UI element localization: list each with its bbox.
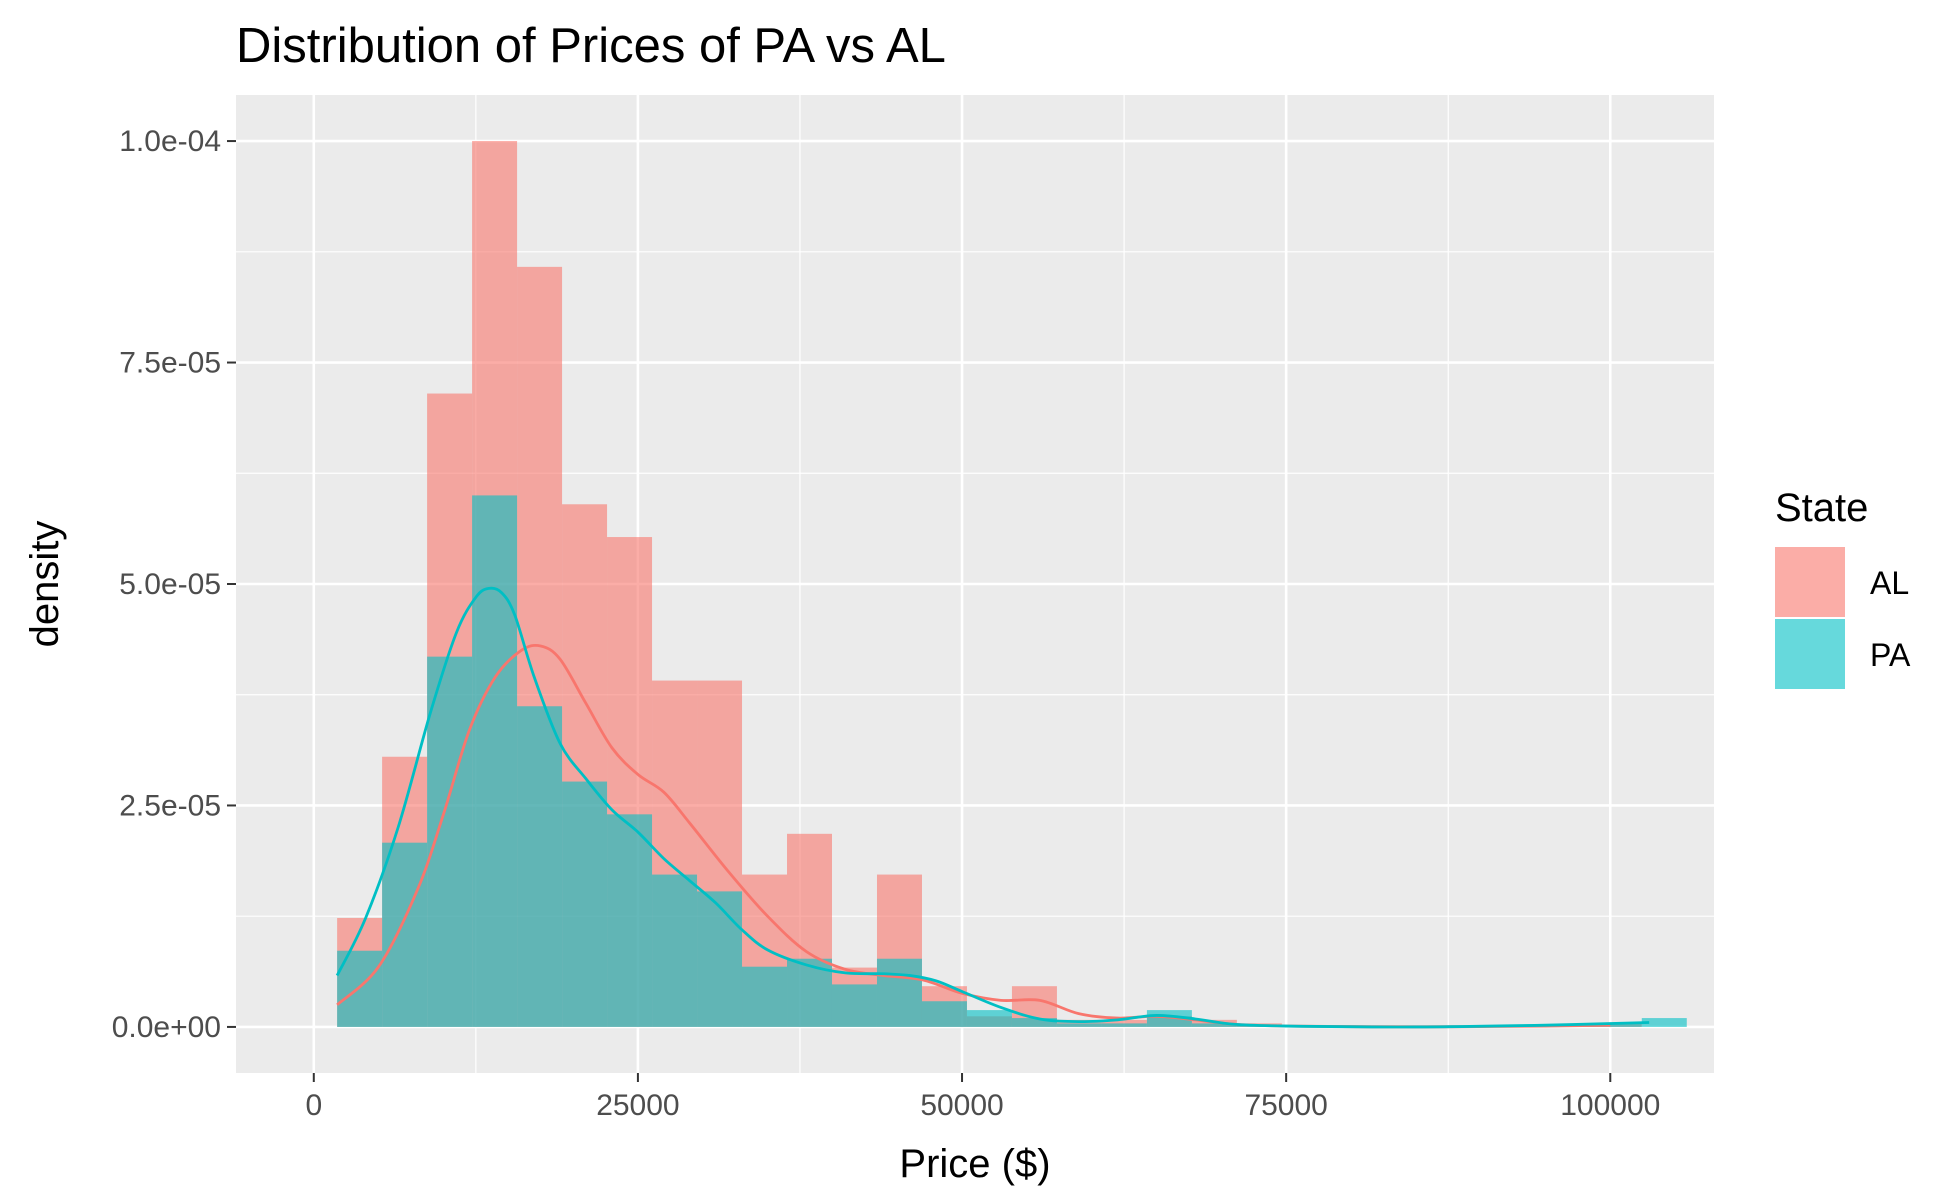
legend: State AL PA [1775,486,1911,689]
bar-pa [742,966,788,1027]
bar-pa [1191,1023,1237,1027]
x-axis-title: Price ($) [899,1142,1050,1186]
legend-key-pa [1775,619,1845,689]
bar-pa [652,874,698,1027]
bar-pa [966,1010,1012,1027]
x-tick-label: 25000 [596,1089,679,1122]
chart-title: Distribution of Prices of PA vs AL [236,19,946,73]
x-tick-label: 50000 [920,1089,1003,1122]
legend-title: State [1775,486,1868,530]
bar-pa [1056,1023,1102,1027]
x-tick-label: 75000 [1244,1089,1327,1122]
bar-pa [697,891,743,1027]
x-axis: 0 25000 50000 75000 100000 [305,1073,1660,1122]
bar-pa [831,984,877,1027]
y-axis-title: density [23,521,67,648]
bar-pa [472,495,518,1027]
bar-pa [1641,1018,1687,1027]
bar-pa [382,842,428,1027]
bar-pa [876,958,922,1027]
bar-pa [1101,1023,1147,1027]
legend-label-al: AL [1870,565,1909,601]
legend-label-pa: PA [1870,637,1911,673]
bar-pa [1011,1018,1057,1027]
y-tick-label: 0.0e+00 [112,1011,221,1044]
y-tick-label: 7.5e-05 [119,347,221,380]
x-tick-label: 0 [305,1089,322,1122]
density-lines [335,586,1650,1029]
density-line-pa [335,586,1650,1029]
bar-pa [517,706,563,1027]
bar-pa [607,814,653,1027]
y-tick-label: 5.0e-05 [119,568,221,601]
y-tick-label: 1.0e-04 [119,125,221,158]
bar-pa [921,1001,967,1027]
bar-pa [562,781,608,1027]
y-axis: 0.0e+00 2.5e-05 5.0e-05 7.5e-05 1.0e-04 [112,125,236,1044]
bar-pa [1596,1023,1642,1027]
x-tick-label: 100000 [1560,1089,1660,1122]
y-tick-label: 2.5e-05 [119,789,221,822]
legend-key-al [1775,547,1845,617]
